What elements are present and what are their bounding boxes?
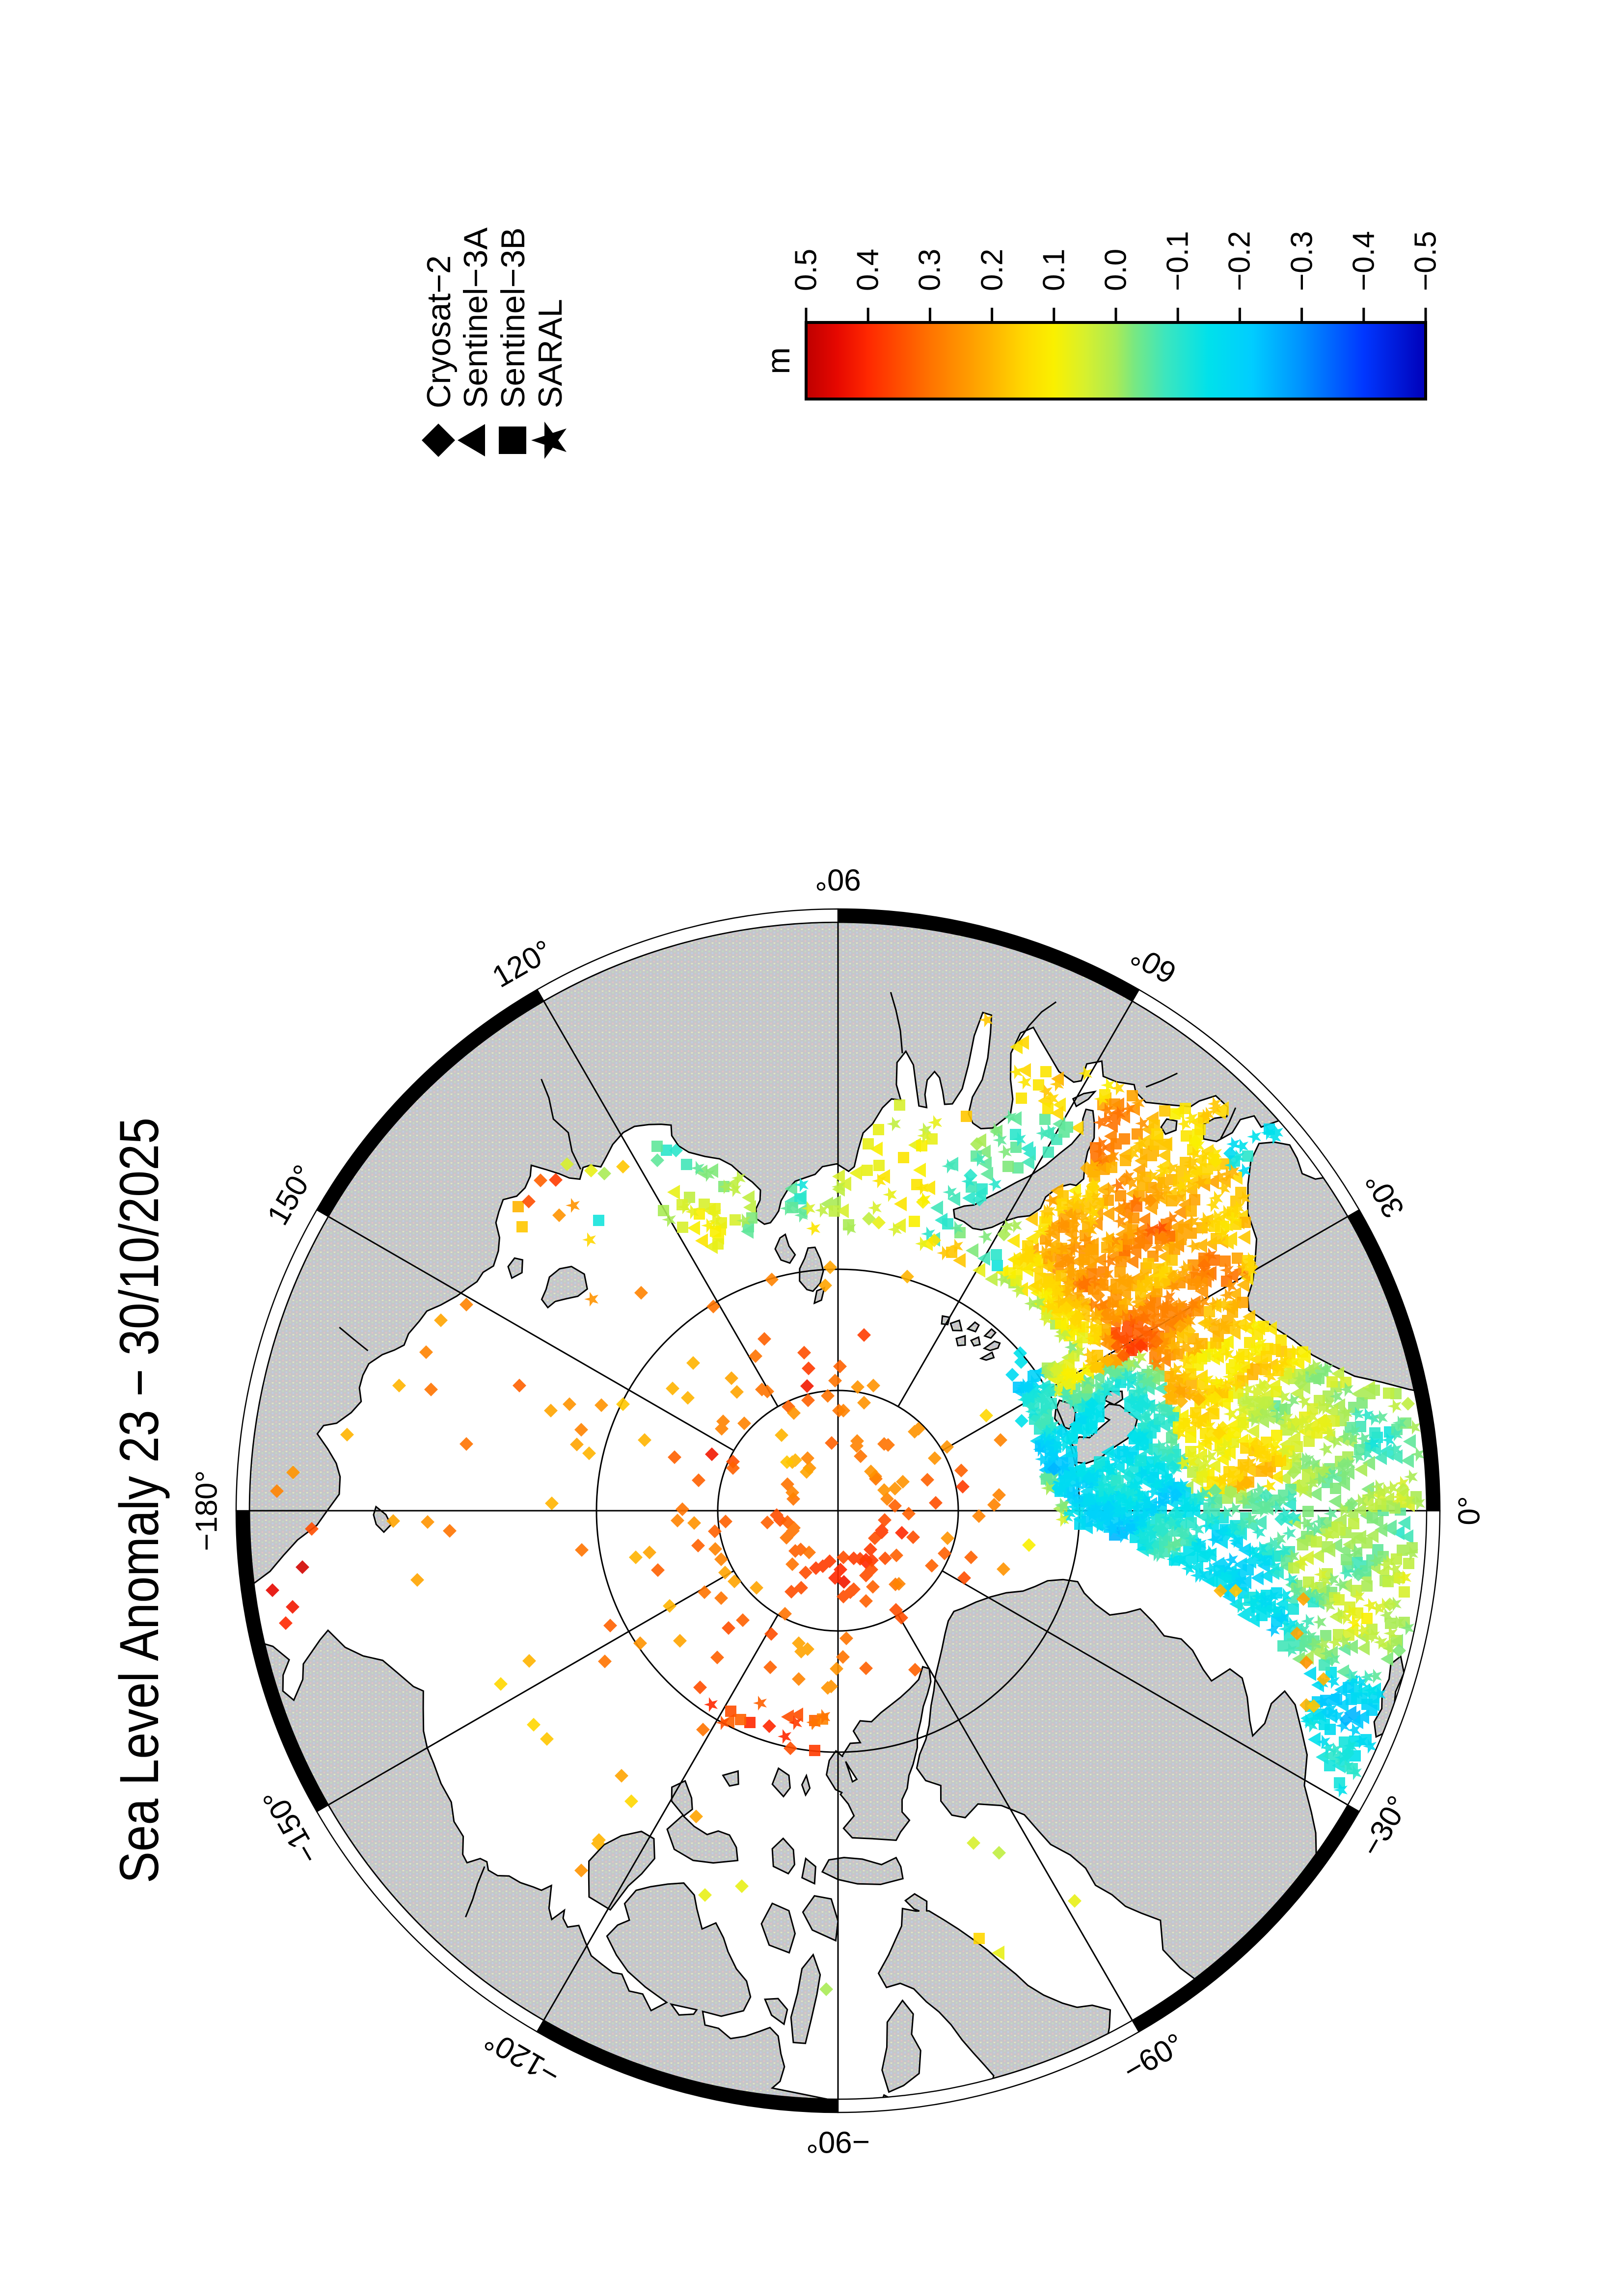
svg-text:−0.2: −0.2 <box>1223 231 1257 291</box>
svg-text:−0.3: −0.3 <box>1285 231 1319 291</box>
svg-text:m: m <box>760 347 796 374</box>
svg-text:SARAL: SARAL <box>532 299 569 408</box>
svg-text:0.3: 0.3 <box>913 249 947 291</box>
svg-text:0.4: 0.4 <box>851 249 885 291</box>
svg-text:Sentinel−3A: Sentinel−3A <box>457 227 494 408</box>
svg-text:0.0: 0.0 <box>1099 249 1133 291</box>
svg-text:0.1: 0.1 <box>1037 249 1071 291</box>
svg-text:−0.4: −0.4 <box>1347 231 1381 291</box>
svg-text:Sea Level Anomaly 23 − 30/10/2: Sea Level Anomaly 23 − 30/10/2025 <box>108 1118 170 1883</box>
svg-text:−90°: −90° <box>806 2125 870 2159</box>
svg-text:0.5: 0.5 <box>789 249 823 291</box>
svg-text:−0.1: −0.1 <box>1161 231 1195 291</box>
svg-text:90°: 90° <box>815 863 861 897</box>
svg-text:Sentinel−3B: Sentinel−3B <box>494 227 532 408</box>
svg-text:0°: 0° <box>1453 1496 1487 1525</box>
svg-text:−180°: −180° <box>190 1470 224 1551</box>
svg-text:0.2: 0.2 <box>975 249 1009 291</box>
svg-text:Cryosat−2: Cryosat−2 <box>420 255 458 408</box>
svg-text:−0.5: −0.5 <box>1409 231 1443 291</box>
